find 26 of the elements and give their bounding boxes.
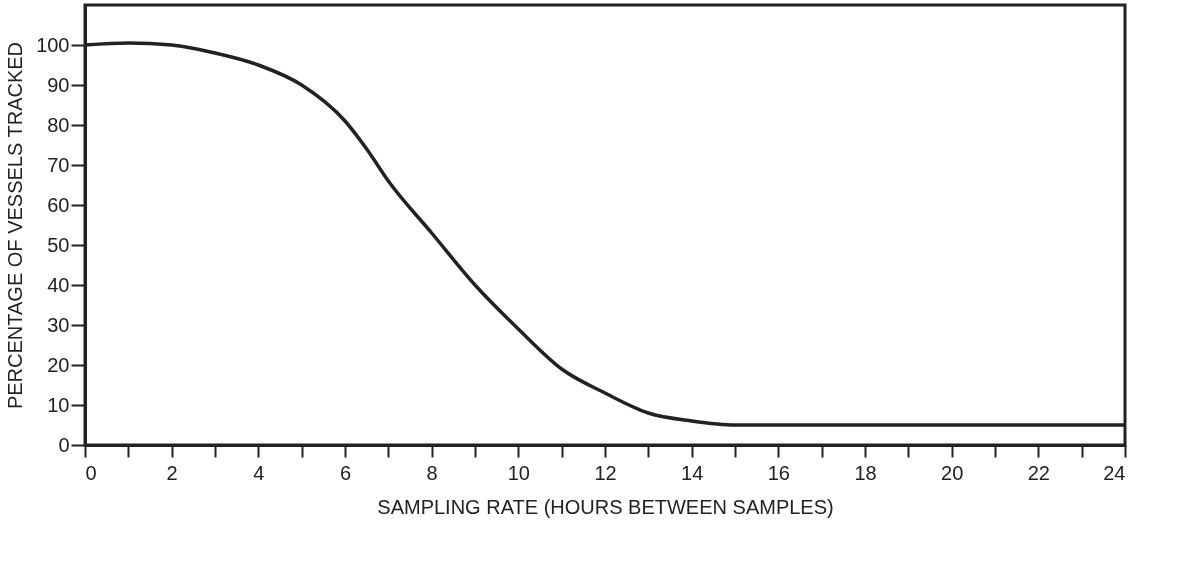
y-axis-title: PERCENTAGE OF VESSELS TRACKED xyxy=(4,41,27,410)
y-tick-label: 90 xyxy=(47,73,70,96)
x-tick-label: 20 xyxy=(941,461,964,484)
y-tick-label: 50 xyxy=(47,233,70,256)
y-tick-label: 100 xyxy=(36,33,70,56)
x-tick-label: 2 xyxy=(166,461,178,484)
x-tick-label: 18 xyxy=(854,461,877,484)
x-tick-label: 22 xyxy=(1027,461,1050,484)
y-tick-label: 40 xyxy=(47,273,70,296)
x-tick-label: 0 xyxy=(85,461,97,484)
y-tick-label: 10 xyxy=(47,393,70,416)
x-tick-label: 10 xyxy=(507,461,530,484)
x-tick-label: 24 xyxy=(1103,461,1126,484)
y-tick-label: 0 xyxy=(58,433,70,456)
y-tick-label: 70 xyxy=(47,153,70,176)
x-tick-label: 16 xyxy=(767,461,790,484)
x-tick-label: 4 xyxy=(253,461,265,484)
y-tick-label: 60 xyxy=(47,193,70,216)
x-tick-label: 14 xyxy=(681,461,704,484)
y-tick-label: 20 xyxy=(47,353,70,376)
x-tick-label: 8 xyxy=(426,461,438,484)
y-tick-label: 30 xyxy=(47,313,70,336)
x-tick-label: 6 xyxy=(339,461,352,484)
y-tick-label: 80 xyxy=(47,113,70,136)
x-tick-label: 12 xyxy=(594,461,617,484)
x-axis-title: SAMPLING RATE (HOURS BETWEEN SAMPLES) xyxy=(377,495,834,518)
